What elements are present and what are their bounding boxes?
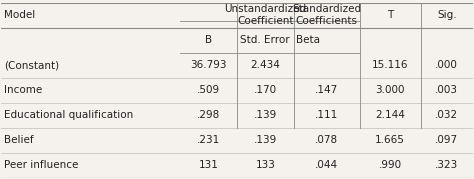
Text: .990: .990 [379,160,401,170]
Text: .078: .078 [315,135,338,145]
Text: .044: .044 [315,160,338,170]
Text: Income: Income [4,85,42,95]
Text: B: B [205,35,212,45]
Text: .003: .003 [435,85,458,95]
Text: .139: .139 [254,110,277,120]
Text: Peer influence: Peer influence [4,160,78,170]
Text: 1.665: 1.665 [375,135,405,145]
Text: T: T [387,10,393,20]
Text: Std. Error: Std. Error [240,35,290,45]
Text: Belief: Belief [4,135,33,145]
Text: Standardized
Coefficients: Standardized Coefficients [292,4,361,26]
Text: .000: .000 [435,60,458,70]
Text: (Constant): (Constant) [4,60,59,70]
Text: 131: 131 [199,160,219,170]
Text: .139: .139 [254,135,277,145]
Text: Unstandardized
Coefficient: Unstandardized Coefficient [224,4,306,26]
Text: .323: .323 [435,160,458,170]
Text: 133: 133 [255,160,275,170]
Text: .231: .231 [197,135,220,145]
Text: .170: .170 [254,85,277,95]
Text: Beta: Beta [296,35,320,45]
Text: 2.434: 2.434 [250,60,280,70]
Text: Sig.: Sig. [437,10,456,20]
Text: 2.144: 2.144 [375,110,405,120]
Text: .111: .111 [315,110,338,120]
Text: 3.000: 3.000 [375,85,405,95]
Text: 36.793: 36.793 [191,60,227,70]
Text: .032: .032 [435,110,458,120]
Text: .147: .147 [315,85,338,95]
Text: 15.116: 15.116 [372,60,409,70]
Text: Model: Model [4,10,35,20]
Text: .509: .509 [197,85,220,95]
Text: .097: .097 [435,135,458,145]
Text: .298: .298 [197,110,220,120]
Text: Educational qualification: Educational qualification [4,110,133,120]
